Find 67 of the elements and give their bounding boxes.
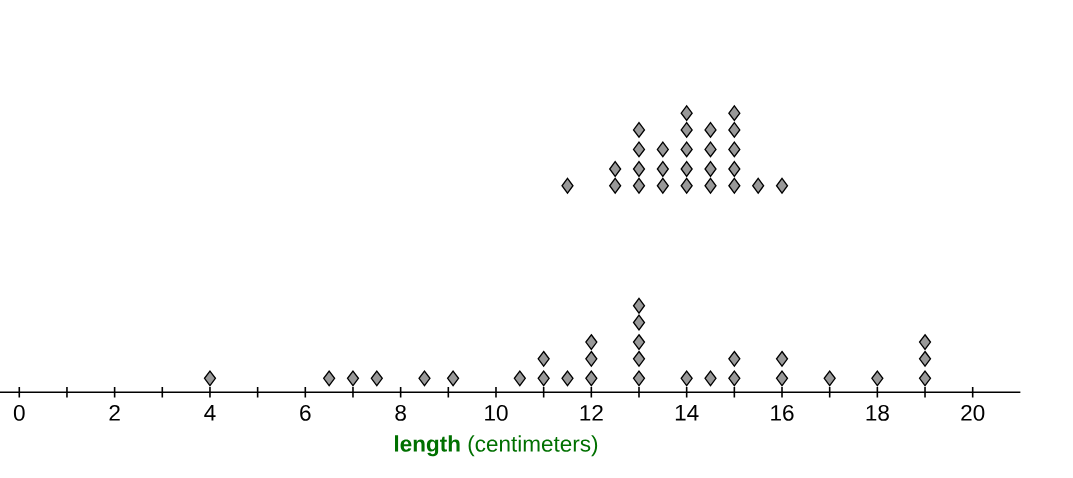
- point: [775, 351, 789, 367]
- x-tick-label: 14: [675, 405, 699, 421]
- point: [632, 161, 646, 178]
- point: [513, 370, 526, 387]
- point: [323, 370, 336, 387]
- point: [446, 370, 460, 387]
- point: [656, 141, 669, 158]
- point: [871, 370, 884, 387]
- point: [585, 334, 598, 351]
- point: [632, 141, 646, 158]
- point: [704, 122, 717, 139]
- point: [561, 370, 574, 387]
- point: [704, 370, 717, 387]
- x-tick-label: 0: [13, 405, 25, 422]
- point: [632, 177, 646, 194]
- point: [680, 141, 693, 158]
- point: [680, 122, 693, 139]
- point: [918, 351, 932, 367]
- point: [728, 351, 741, 367]
- x-axis-title: length (centimeters): [395, 435, 598, 457]
- point: [537, 351, 550, 367]
- point: [680, 177, 693, 194]
- point: [632, 297, 646, 314]
- point: [728, 141, 741, 158]
- point: [632, 314, 646, 331]
- point: [585, 370, 598, 387]
- point: [680, 161, 693, 178]
- point: [918, 370, 932, 387]
- point: [656, 177, 669, 194]
- point: [418, 370, 431, 387]
- point: [585, 351, 598, 367]
- point: [537, 370, 550, 387]
- point: [775, 177, 789, 194]
- point: [728, 122, 741, 139]
- point: [728, 161, 741, 178]
- point: [704, 141, 717, 158]
- point: [370, 370, 383, 387]
- x-tick-label: 10: [485, 405, 508, 422]
- x-tick-label: 20: [961, 405, 985, 422]
- point: [728, 370, 741, 387]
- point: [918, 334, 932, 351]
- x-tick-label: 18: [866, 405, 889, 422]
- point: [823, 370, 836, 387]
- x-tick-label: 8: [395, 405, 406, 422]
- x-tick-label: 16: [771, 405, 794, 422]
- point: [609, 177, 622, 194]
- point: [680, 105, 693, 122]
- point: [632, 351, 646, 367]
- point: [728, 177, 741, 194]
- point: [632, 370, 646, 387]
- point: [752, 177, 765, 194]
- x-tick-label: 4: [204, 405, 216, 421]
- point: [680, 370, 693, 387]
- x-tick-label: 12: [580, 405, 603, 421]
- point: [609, 161, 622, 178]
- point: [704, 177, 717, 194]
- point: [632, 122, 646, 139]
- point: [346, 370, 360, 387]
- x-tick-label: 2: [109, 405, 120, 421]
- point: [203, 370, 217, 387]
- point: [632, 334, 646, 351]
- point: [775, 370, 789, 387]
- point: [704, 161, 717, 178]
- point: [656, 161, 669, 178]
- point: [728, 105, 741, 122]
- point: [561, 177, 574, 194]
- x-tick-label: 6: [300, 405, 311, 422]
